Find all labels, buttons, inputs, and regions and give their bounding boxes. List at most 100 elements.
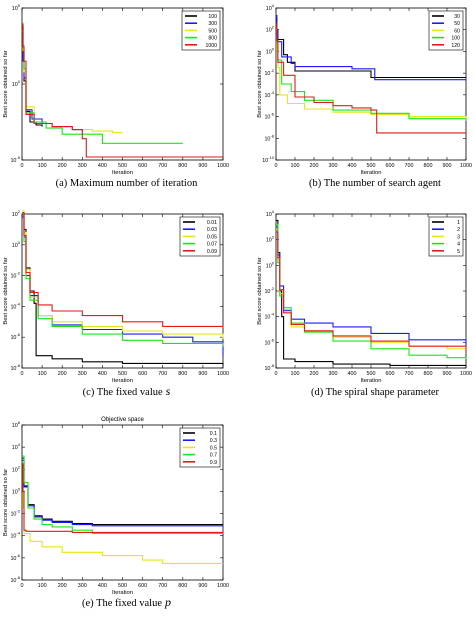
legend-label: 100 — [208, 14, 217, 20]
chart-panel-3: 0 100 200 300 400 500 600 700 800 900 1000 102 100 10… — [3, 209, 229, 384]
y-tick-label: 104 — [266, 209, 275, 218]
x-axis-label: Iteration — [361, 378, 382, 384]
y-tick-label: 102 — [266, 25, 275, 34]
y-tick-label: 10-2 — [264, 68, 274, 77]
x-tick-label: 800 — [178, 163, 187, 169]
series-line-120 — [276, 22, 466, 134]
caption-2: (b) The number of search agent — [309, 178, 441, 189]
x-tick-label: 600 — [138, 163, 147, 169]
x-tick-label: 500 — [367, 371, 376, 377]
x-tick-label: 200 — [58, 371, 67, 377]
x-tick-label: 800 — [424, 163, 433, 169]
x-tick-label: 100 — [38, 583, 47, 589]
legend-label: 0.03 — [207, 227, 217, 233]
y-tick-label: 10-2 — [10, 509, 20, 518]
caption-4: (d) The spiral shape parameter — [311, 387, 440, 398]
series-line-0-9 — [22, 463, 223, 533]
legend-label: 120 — [451, 43, 460, 49]
y-tick-label: 10-10 — [262, 155, 275, 164]
x-tick-label: 0 — [21, 371, 24, 377]
x-tick-label: 300 — [78, 163, 87, 169]
x-tick-label: 200 — [310, 371, 319, 377]
x-tick-label: 1000 — [460, 163, 472, 169]
x-tick-label: 0 — [275, 371, 278, 377]
x-tick-label: 0 — [275, 163, 278, 169]
caption-3: (c) The fixed value s — [83, 384, 171, 398]
legend-label: 0.9 — [210, 460, 217, 466]
legend-label: 50 — [454, 21, 460, 27]
y-tick-label: 10-8 — [10, 575, 20, 584]
series-line-2 — [276, 226, 467, 347]
y-tick-label: 10-6 — [264, 112, 274, 121]
chart-panel-5: 0 100 200 300 400 500 600 700 800 900 1000 106 104 10… — [3, 417, 229, 596]
legend-label: 60 — [454, 28, 460, 34]
x-tick-label: 1000 — [460, 371, 472, 377]
x-tick-label: 0 — [21, 583, 24, 589]
y-tick-label: 10-2 — [10, 271, 20, 280]
legend-label: 5 — [457, 249, 460, 255]
x-axis-label: Iteration — [361, 170, 382, 176]
series-line-0-7 — [22, 455, 223, 535]
x-tick-label: 600 — [386, 163, 395, 169]
y-tick-label: 10-5 — [10, 155, 20, 164]
x-tick-label: 800 — [178, 583, 187, 589]
y-axis-label: Best score obtained so far — [3, 257, 9, 324]
x-tick-label: 400 — [98, 371, 107, 377]
y-tick-label: 102 — [12, 464, 21, 473]
x-tick-label: 900 — [443, 163, 452, 169]
x-tick-label: 900 — [198, 371, 207, 377]
x-tick-label: 400 — [98, 583, 107, 589]
y-tick-label: 104 — [266, 3, 275, 12]
x-tick-label: 800 — [424, 371, 433, 377]
x-tick-label: 1000 — [217, 583, 229, 589]
y-tick-label: 10-6 — [10, 332, 20, 341]
x-tick-label: 600 — [386, 371, 395, 377]
x-tick-label: 600 — [138, 371, 147, 377]
series-line-1 — [276, 219, 466, 366]
y-tick-label: 10-4 — [10, 531, 20, 540]
legend-label: 0.01 — [207, 220, 217, 226]
legend-label: 1000 — [205, 43, 217, 49]
y-tick-label: 10-8 — [264, 133, 274, 142]
legend-label: 1 — [457, 220, 460, 226]
legend-label: 0.7 — [210, 453, 217, 459]
x-tick-label: 700 — [158, 371, 167, 377]
legend-label: 0.05 — [207, 234, 217, 240]
x-tick-label: 800 — [178, 371, 187, 377]
x-axis-label: Iteration — [112, 170, 133, 176]
x-axis-label: Iteration — [112, 378, 133, 384]
y-tick-label: 105 — [12, 3, 21, 12]
x-tick-label: 900 — [198, 583, 207, 589]
chart-panel-4: 0 100 200 300 400 500 600 700 800 900 1000 104 102 10… — [257, 209, 472, 384]
x-tick-label: 500 — [118, 371, 127, 377]
legend-label: 3 — [457, 234, 460, 240]
y-tick-label: 10-8 — [10, 363, 20, 372]
y-tick-label: 10-4 — [10, 301, 20, 310]
x-tick-label: 500 — [118, 583, 127, 589]
x-tick-label: 400 — [348, 163, 357, 169]
legend-label: 0.3 — [210, 438, 217, 444]
series-line-0-05 — [22, 210, 224, 339]
legend-label: 4 — [457, 242, 460, 248]
y-tick-label: 100 — [12, 79, 21, 88]
y-tick-label: 106 — [12, 420, 21, 429]
series-line-5 — [276, 231, 467, 353]
x-tick-label: 500 — [367, 163, 376, 169]
x-tick-label: 100 — [38, 371, 47, 377]
y-tick-label: 100 — [12, 240, 21, 249]
x-tick-label: 200 — [58, 163, 67, 169]
y-tick-label: 100 — [12, 486, 21, 495]
chart-panel-2: 0 100 200 300 400 500 600 700 800 900 1000 104 102 10… — [257, 3, 472, 176]
series-line-50 — [276, 15, 466, 81]
legend-label: 0.09 — [207, 249, 217, 255]
y-tick-label: 100 — [266, 46, 275, 55]
x-tick-label: 700 — [405, 163, 414, 169]
x-tick-label: 300 — [329, 371, 338, 377]
y-axis-label: Best score obtained so far — [3, 469, 9, 536]
x-tick-label: 600 — [138, 583, 147, 589]
x-tick-label: 300 — [78, 371, 87, 377]
legend-label: 500 — [208, 28, 217, 34]
x-tick-label: 500 — [118, 163, 127, 169]
